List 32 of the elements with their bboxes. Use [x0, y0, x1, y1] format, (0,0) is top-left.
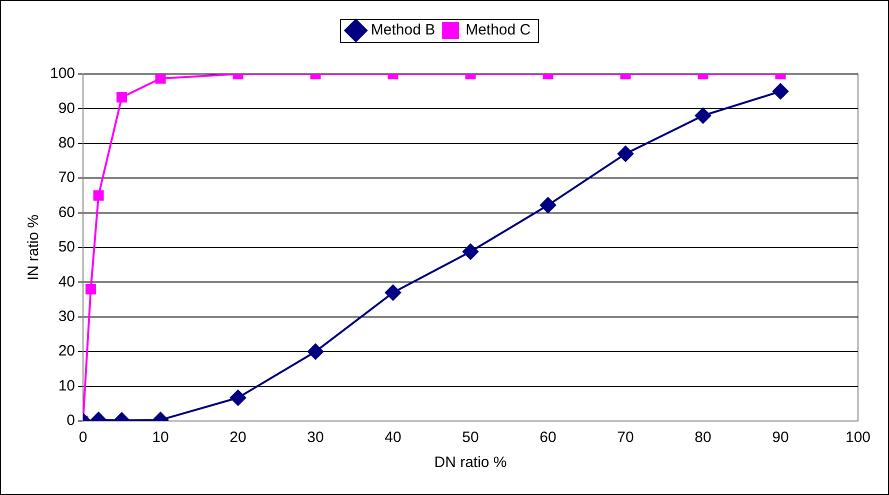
- y-tick-label: 80: [58, 134, 76, 152]
- x-tick-label: 60: [540, 429, 556, 446]
- point: [385, 284, 402, 301]
- point: [93, 190, 104, 201]
- legend-label: Method C: [466, 22, 531, 39]
- point: [540, 197, 556, 214]
- y-tick-label: 60: [58, 204, 76, 221]
- y-tick-label: 30: [58, 308, 76, 326]
- point: [86, 284, 96, 294]
- x-tick-label: 10: [152, 429, 169, 446]
- x-tick-label: 30: [307, 429, 324, 446]
- x-tick-label: 0: [78, 429, 88, 446]
- x-tick-label: 40: [384, 429, 402, 446]
- y-tick-label: 70: [58, 169, 76, 186]
- x-tick-label: 100: [845, 429, 871, 446]
- y-tick-label: 100: [50, 65, 76, 82]
- x-tick-label: 80: [694, 429, 712, 446]
- y-axis-title: IN ratio %: [25, 214, 42, 280]
- point: [462, 244, 479, 260]
- y-tick-label: 40: [58, 273, 76, 290]
- x-tick-label: 20: [230, 429, 246, 446]
- x-tick-label: 90: [772, 429, 789, 446]
- y-tick-label: 10: [58, 377, 76, 394]
- y-tick-label: 90: [58, 100, 76, 117]
- legend-label: Method B: [370, 22, 436, 39]
- x-tick-label: 50: [462, 429, 479, 446]
- point: [618, 146, 634, 162]
- x-axis-title: DN ratio %: [434, 454, 507, 472]
- x-tick-label: 70: [617, 429, 634, 446]
- y-tick-label: 0: [66, 412, 76, 430]
- y-tick-label: 50: [58, 238, 76, 256]
- y-tick-label: 20: [58, 342, 76, 360]
